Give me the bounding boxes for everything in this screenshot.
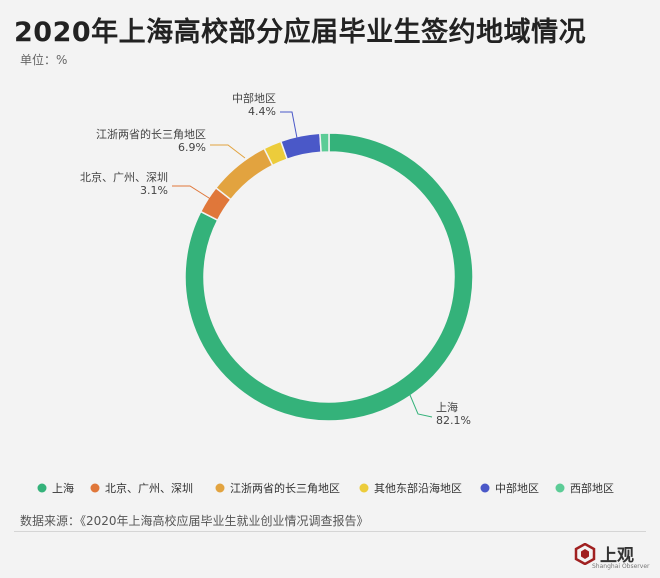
legend-label-2: 江浙两省的长三角地区 xyxy=(230,481,340,495)
legend-label-3: 其他东部沿海地区 xyxy=(374,481,462,495)
legend-label-5: 西部地区 xyxy=(570,481,614,495)
divider xyxy=(14,531,646,532)
logo: 上观 Shanghai Observer xyxy=(574,541,654,573)
leader-line-4 xyxy=(280,111,298,139)
legend-marker-0 xyxy=(37,483,47,493)
legend-marker-5 xyxy=(555,483,565,493)
logo-subtext: Shanghai Observer xyxy=(592,563,650,570)
slice-label-0: 上海 xyxy=(436,400,458,414)
slice-value-1: 3.1% xyxy=(140,184,168,197)
leader-line-0 xyxy=(409,394,433,418)
legend-marker-4 xyxy=(480,483,490,493)
slice-value-2: 6.9% xyxy=(178,141,206,154)
legend-marker-1 xyxy=(90,483,100,493)
chart-title: 2020年上海高校部分应届毕业生签约地域情况 xyxy=(14,17,587,48)
legend-marker-2 xyxy=(215,483,225,493)
leader-line-2 xyxy=(210,144,246,159)
slice-value-4: 4.4% xyxy=(248,105,276,118)
leader-line-1 xyxy=(172,185,221,206)
slice-label-2: 江浙两省的长三角地区 xyxy=(96,127,206,141)
legend-label-0: 上海 xyxy=(52,481,74,495)
slice-2 xyxy=(214,147,274,201)
slice-0 xyxy=(184,132,474,422)
legend-label-1: 北京、广州、深圳 xyxy=(105,481,193,495)
legend-label-4: 中部地区 xyxy=(495,481,539,495)
logo-icon xyxy=(574,543,596,565)
data-source: 数据来源：《2020年上海高校应届毕业生就业创业情况调查报告》 xyxy=(20,514,369,528)
unit-label: 单位：% xyxy=(20,53,68,67)
slice-5 xyxy=(319,132,330,154)
legend-marker-3 xyxy=(359,483,369,493)
slice-label-1: 北京、广州、深圳 xyxy=(80,170,168,184)
slice-4 xyxy=(279,132,322,161)
slice-label-4: 中部地区 xyxy=(232,91,276,105)
slice-value-0: 82.1% xyxy=(436,414,471,427)
logo-text: 上观 xyxy=(600,546,634,566)
